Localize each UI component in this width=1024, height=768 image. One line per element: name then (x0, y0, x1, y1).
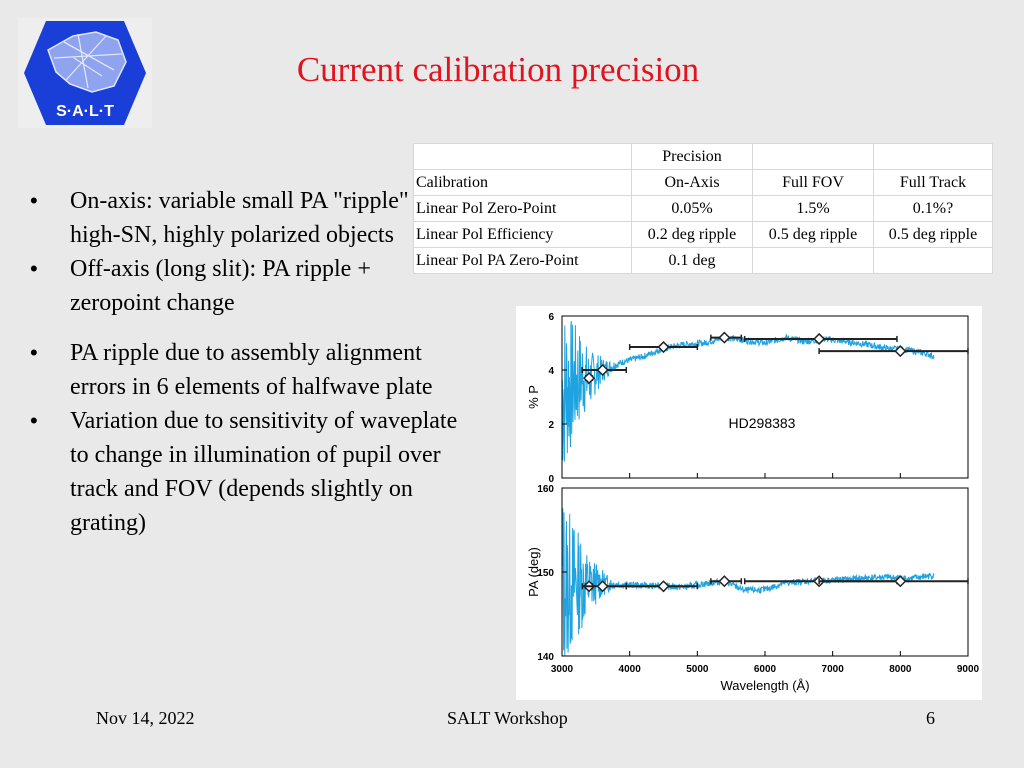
table-cell: 0.5 deg ripple (873, 221, 993, 248)
table-cell: 0.5 deg ripple (752, 221, 874, 248)
y-tick-label: 0 (548, 474, 554, 485)
table-cell: 1.5% (752, 195, 874, 222)
table-cell: Calibration (413, 169, 632, 196)
table-row: Calibration On-Axis Full FOV Full Track (413, 169, 993, 196)
x-tick-label: 3000 (551, 664, 574, 675)
footer-event: SALT Workshop (447, 708, 568, 728)
table-cell: Precision (631, 143, 753, 170)
table-cell: Full Track (873, 169, 993, 196)
x-tick-label: 6000 (754, 664, 777, 675)
y-tick-label: 6 (548, 312, 554, 323)
table-row: Linear Pol Zero-Point 0.05% 1.5% 0.1%? (413, 195, 993, 222)
data-point (813, 332, 826, 346)
axes-frame (561, 487, 969, 657)
spectrum-line (561, 321, 935, 462)
x-tick-label: 8000 (889, 664, 912, 675)
bullet-list: On-axis: variable small PA "ripple" for … (28, 184, 458, 540)
data-point (718, 575, 731, 588)
y-axis-label: PA (deg) (526, 547, 541, 597)
axes-frame (561, 315, 969, 479)
data-point (596, 580, 609, 593)
position-angle-panel: 140 150 160 PA (deg) 3000 4000 5000 6000 7000 800… (526, 484, 980, 693)
x-tick-label: 5000 (686, 664, 709, 675)
svg-text:S·A·L·T: S·A·L·T (56, 103, 114, 120)
y-tick-label: 140 (537, 652, 554, 663)
table-cell: Linear Pol Efficiency (413, 221, 632, 248)
hd298383-label: HD298383 (729, 415, 796, 431)
table-cell: 0.05% (631, 195, 753, 222)
y-tick-label: 4 (548, 366, 554, 377)
data-point (718, 331, 731, 344)
bullet-item: Variation due to sensitivity of waveplat… (28, 404, 458, 540)
table-cell: Linear Pol PA Zero-Point (413, 247, 632, 274)
data-point (596, 363, 609, 377)
bullet-item: Off-axis (long slit): PA ripple + zeropo… (28, 252, 458, 320)
footer-date: Nov 14, 2022 (96, 708, 195, 728)
table-row: Linear Pol Efficiency 0.2 deg ripple 0.5… (413, 221, 993, 248)
table-cell: Full FOV (752, 169, 874, 196)
x-tick-label: 9000 (957, 664, 980, 675)
spectrum-line (561, 508, 935, 657)
percent-p-panel: 0 2 4 6 % P (526, 312, 969, 485)
table-row: Linear Pol PA Zero-Point 0.1 deg (413, 247, 993, 274)
table-cell: 0.2 deg ripple (631, 221, 753, 248)
data-point (894, 575, 907, 588)
data-point (583, 372, 596, 385)
salt-logo: S·A·L·T (18, 18, 152, 128)
calibration-table: Precision Calibration On-Axis Full FOV F… (413, 143, 993, 274)
page-number: 6 (926, 708, 935, 728)
y-tick-label: 160 (537, 484, 554, 495)
table-cell: Linear Pol Zero-Point (413, 195, 632, 222)
bullet-item: On-axis: variable small PA "ripple" for … (28, 184, 458, 252)
polarization-plot: 0 2 4 6 % P 140 150 160 PA (deg) 3000 4000 5000 600… (516, 306, 982, 700)
table-cell: On-Axis (631, 169, 753, 196)
data-point (657, 340, 670, 354)
table-cell: 0.1 deg (631, 247, 753, 274)
x-tick-label: 4000 (619, 664, 642, 675)
y-tick-label: 150 (537, 568, 554, 579)
bullet-item: PA ripple due to assembly alignment erro… (28, 336, 458, 404)
y-axis-label: % P (526, 385, 541, 409)
x-axis-label: Wavelength (Å) (720, 678, 809, 693)
table-row: Precision (413, 143, 993, 170)
page-title: Current calibration precision (296, 50, 700, 89)
x-tick-label: 7000 (822, 664, 845, 675)
data-point (894, 345, 907, 358)
y-tick-label: 2 (548, 420, 554, 431)
data-point (657, 580, 670, 593)
table-cell: 0.1%? (873, 195, 993, 222)
